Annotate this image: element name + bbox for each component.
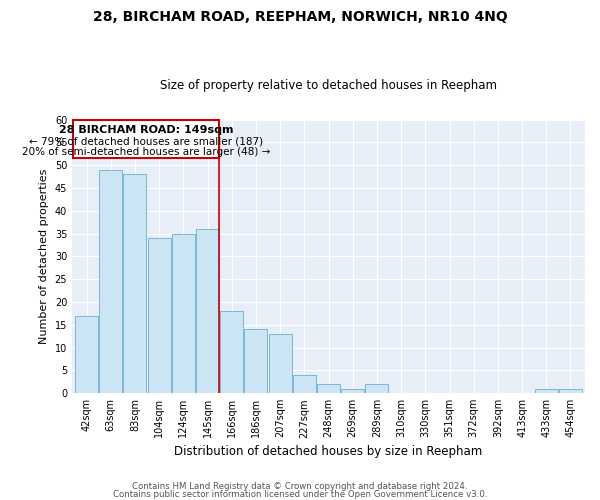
Bar (244, 330, 268, 393)
FancyBboxPatch shape (73, 120, 219, 158)
Bar (75, 316, 98, 393)
Bar (341, 388, 364, 393)
Title: Size of property relative to detached houses in Reepham: Size of property relative to detached ho… (160, 79, 497, 92)
Bar (365, 384, 388, 393)
X-axis label: Distribution of detached houses by size in Reepham: Distribution of detached houses by size … (175, 444, 482, 458)
Bar (269, 334, 292, 393)
Text: Contains public sector information licensed under the Open Government Licence v3: Contains public sector information licen… (113, 490, 487, 499)
Bar (196, 229, 219, 393)
Text: 28, BIRCHAM ROAD, REEPHAM, NORWICH, NR10 4NQ: 28, BIRCHAM ROAD, REEPHAM, NORWICH, NR10… (92, 10, 508, 24)
Text: 28 BIRCHAM ROAD: 149sqm: 28 BIRCHAM ROAD: 149sqm (59, 125, 233, 135)
Bar (535, 388, 558, 393)
Text: ← 79% of detached houses are smaller (187): ← 79% of detached houses are smaller (18… (29, 136, 263, 146)
Bar (124, 174, 146, 393)
Y-axis label: Number of detached properties: Number of detached properties (39, 168, 49, 344)
Text: 20% of semi-detached houses are larger (48) →: 20% of semi-detached houses are larger (… (22, 147, 270, 157)
Bar (317, 384, 340, 393)
Bar (559, 388, 582, 393)
Bar (293, 375, 316, 393)
Bar (220, 311, 243, 393)
Bar (99, 170, 122, 393)
Bar (172, 234, 195, 393)
Bar (148, 238, 170, 393)
Text: Contains HM Land Registry data © Crown copyright and database right 2024.: Contains HM Land Registry data © Crown c… (132, 482, 468, 491)
